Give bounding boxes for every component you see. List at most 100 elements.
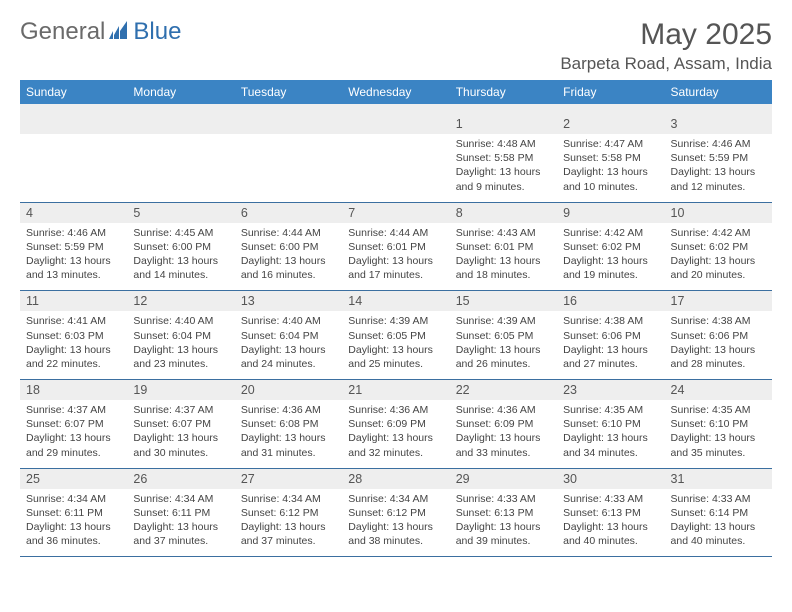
sunrise-text: Sunrise: 4:36 AM	[456, 403, 551, 417]
day-details: Sunrise: 4:34 AMSunset: 6:11 PMDaylight:…	[20, 489, 127, 557]
daylight-text: Daylight: 13 hours and 29 minutes.	[26, 431, 121, 459]
day-cell: 20Sunrise: 4:36 AMSunset: 6:08 PMDayligh…	[235, 380, 342, 469]
day-number: 8	[450, 203, 557, 223]
daylight-text: Daylight: 13 hours and 30 minutes.	[133, 431, 228, 459]
day-number: 15	[450, 291, 557, 311]
day-details: Sunrise: 4:36 AMSunset: 6:08 PMDaylight:…	[235, 400, 342, 468]
sunset-text: Sunset: 6:07 PM	[133, 417, 228, 431]
daylight-text: Daylight: 13 hours and 19 minutes.	[563, 254, 658, 282]
day-details: Sunrise: 4:37 AMSunset: 6:07 PMDaylight:…	[20, 400, 127, 468]
sunset-text: Sunset: 6:02 PM	[671, 240, 766, 254]
day-cell: 16Sunrise: 4:38 AMSunset: 6:06 PMDayligh…	[557, 291, 664, 380]
daylight-text: Daylight: 13 hours and 9 minutes.	[456, 165, 551, 193]
sunrise-text: Sunrise: 4:44 AM	[241, 226, 336, 240]
day-number: 14	[342, 291, 449, 311]
sunrise-text: Sunrise: 4:38 AM	[563, 314, 658, 328]
day-details: Sunrise: 4:33 AMSunset: 6:13 PMDaylight:…	[557, 489, 664, 557]
day-cell: 30Sunrise: 4:33 AMSunset: 6:13 PMDayligh…	[557, 468, 664, 557]
day-cell: 31Sunrise: 4:33 AMSunset: 6:14 PMDayligh…	[665, 468, 772, 557]
day-details: Sunrise: 4:34 AMSunset: 6:12 PMDaylight:…	[235, 489, 342, 557]
sunset-text: Sunset: 6:00 PM	[241, 240, 336, 254]
sunrise-text: Sunrise: 4:40 AM	[241, 314, 336, 328]
sunset-text: Sunset: 6:06 PM	[563, 329, 658, 343]
daylight-text: Daylight: 13 hours and 37 minutes.	[133, 520, 228, 548]
sunset-text: Sunset: 6:11 PM	[26, 506, 121, 520]
sunrise-text: Sunrise: 4:43 AM	[456, 226, 551, 240]
daylight-text: Daylight: 13 hours and 38 minutes.	[348, 520, 443, 548]
daylight-text: Daylight: 13 hours and 10 minutes.	[563, 165, 658, 193]
weekday-header: Thursday	[450, 80, 557, 104]
day-details: Sunrise: 4:43 AMSunset: 6:01 PMDaylight:…	[450, 223, 557, 291]
day-number: 30	[557, 469, 664, 489]
day-cell: 27Sunrise: 4:34 AMSunset: 6:12 PMDayligh…	[235, 468, 342, 557]
day-number: 19	[127, 380, 234, 400]
daylight-text: Daylight: 13 hours and 17 minutes.	[348, 254, 443, 282]
sunrise-text: Sunrise: 4:41 AM	[26, 314, 121, 328]
day-details	[235, 134, 342, 196]
sunrise-text: Sunrise: 4:39 AM	[348, 314, 443, 328]
day-cell: 4Sunrise: 4:46 AMSunset: 5:59 PMDaylight…	[20, 202, 127, 291]
day-number: 13	[235, 291, 342, 311]
brand-logo: General Blue	[20, 18, 181, 46]
sunrise-text: Sunrise: 4:33 AM	[671, 492, 766, 506]
day-details: Sunrise: 4:46 AMSunset: 5:59 PMDaylight:…	[665, 134, 772, 202]
sunrise-text: Sunrise: 4:45 AM	[133, 226, 228, 240]
sunrise-text: Sunrise: 4:39 AM	[456, 314, 551, 328]
day-cell: 12Sunrise: 4:40 AMSunset: 6:04 PMDayligh…	[127, 291, 234, 380]
sunset-text: Sunset: 6:04 PM	[241, 329, 336, 343]
day-number: 18	[20, 380, 127, 400]
day-cell	[127, 114, 234, 202]
day-number: 21	[342, 380, 449, 400]
day-cell: 7Sunrise: 4:44 AMSunset: 6:01 PMDaylight…	[342, 202, 449, 291]
calendar-table: Sunday Monday Tuesday Wednesday Thursday…	[20, 80, 772, 557]
weekday-header-row: Sunday Monday Tuesday Wednesday Thursday…	[20, 80, 772, 104]
day-cell: 6Sunrise: 4:44 AMSunset: 6:00 PMDaylight…	[235, 202, 342, 291]
weekday-header: Tuesday	[235, 80, 342, 104]
sunset-text: Sunset: 6:11 PM	[133, 506, 228, 520]
sunset-text: Sunset: 6:13 PM	[563, 506, 658, 520]
day-number: 5	[127, 203, 234, 223]
day-cell: 2Sunrise: 4:47 AMSunset: 5:58 PMDaylight…	[557, 114, 664, 202]
day-number: 7	[342, 203, 449, 223]
weekday-header: Friday	[557, 80, 664, 104]
day-number: 9	[557, 203, 664, 223]
day-details: Sunrise: 4:35 AMSunset: 6:10 PMDaylight:…	[665, 400, 772, 468]
day-cell: 14Sunrise: 4:39 AMSunset: 6:05 PMDayligh…	[342, 291, 449, 380]
daylight-text: Daylight: 13 hours and 36 minutes.	[26, 520, 121, 548]
day-number: 1	[450, 114, 557, 134]
day-cell: 23Sunrise: 4:35 AMSunset: 6:10 PMDayligh…	[557, 380, 664, 469]
day-cell: 13Sunrise: 4:40 AMSunset: 6:04 PMDayligh…	[235, 291, 342, 380]
daylight-text: Daylight: 13 hours and 28 minutes.	[671, 343, 766, 371]
sunrise-text: Sunrise: 4:38 AM	[671, 314, 766, 328]
day-details: Sunrise: 4:44 AMSunset: 6:00 PMDaylight:…	[235, 223, 342, 291]
day-cell: 24Sunrise: 4:35 AMSunset: 6:10 PMDayligh…	[665, 380, 772, 469]
week-row: 11Sunrise: 4:41 AMSunset: 6:03 PMDayligh…	[20, 291, 772, 380]
sunset-text: Sunset: 6:10 PM	[563, 417, 658, 431]
day-number: 25	[20, 469, 127, 489]
day-cell: 8Sunrise: 4:43 AMSunset: 6:01 PMDaylight…	[450, 202, 557, 291]
sunrise-text: Sunrise: 4:34 AM	[26, 492, 121, 506]
day-details: Sunrise: 4:33 AMSunset: 6:13 PMDaylight:…	[450, 489, 557, 557]
page-header: General Blue May 2025 Barpeta Road, Assa…	[20, 18, 772, 74]
day-number: 10	[665, 203, 772, 223]
sunset-text: Sunset: 5:58 PM	[456, 151, 551, 165]
sunrise-text: Sunrise: 4:42 AM	[563, 226, 658, 240]
sunset-text: Sunset: 6:10 PM	[671, 417, 766, 431]
day-cell: 10Sunrise: 4:42 AMSunset: 6:02 PMDayligh…	[665, 202, 772, 291]
sunrise-text: Sunrise: 4:37 AM	[133, 403, 228, 417]
location-text: Barpeta Road, Assam, India	[560, 54, 772, 74]
daylight-text: Daylight: 13 hours and 18 minutes.	[456, 254, 551, 282]
sunset-text: Sunset: 6:09 PM	[348, 417, 443, 431]
day-details: Sunrise: 4:44 AMSunset: 6:01 PMDaylight:…	[342, 223, 449, 291]
sunset-text: Sunset: 6:09 PM	[456, 417, 551, 431]
day-details: Sunrise: 4:45 AMSunset: 6:00 PMDaylight:…	[127, 223, 234, 291]
day-cell: 3Sunrise: 4:46 AMSunset: 5:59 PMDaylight…	[665, 114, 772, 202]
brand-text-part1: General	[20, 18, 105, 46]
day-cell: 5Sunrise: 4:45 AMSunset: 6:00 PMDaylight…	[127, 202, 234, 291]
day-cell: 1Sunrise: 4:48 AMSunset: 5:58 PMDaylight…	[450, 114, 557, 202]
sunrise-text: Sunrise: 4:36 AM	[348, 403, 443, 417]
daylight-text: Daylight: 13 hours and 27 minutes.	[563, 343, 658, 371]
day-number: 26	[127, 469, 234, 489]
day-cell: 9Sunrise: 4:42 AMSunset: 6:02 PMDaylight…	[557, 202, 664, 291]
sunrise-text: Sunrise: 4:36 AM	[241, 403, 336, 417]
